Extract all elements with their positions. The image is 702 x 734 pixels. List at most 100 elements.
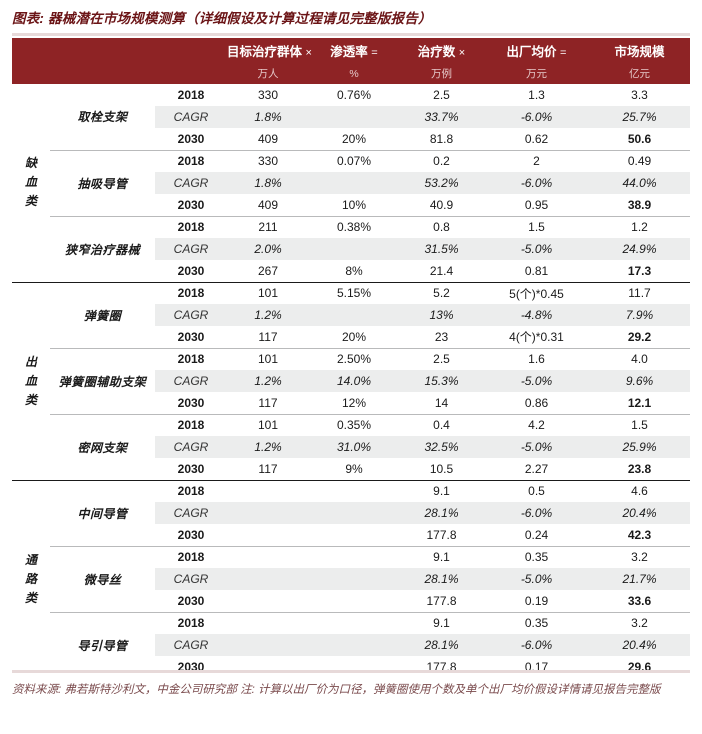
header-price-label: 出厂均价 [506, 45, 557, 59]
row-year: CAGR [155, 436, 227, 458]
table-row: 2030 117 9% 10.5 2.27 23.8 [12, 458, 690, 480]
page-title: 图表: 器械潜在市场规模测算（详细假设及计算过程请见完整版报告） [12, 11, 432, 26]
row-year: 2030 [155, 590, 227, 612]
cell-market-size: 50.6 [589, 128, 690, 150]
cell-population [227, 611, 309, 634]
cell-population: 267 [227, 260, 309, 282]
cell-price: 4.2 [484, 413, 589, 436]
cell-population [227, 545, 309, 568]
cell-penetration [309, 568, 399, 590]
row-year: 2030 [155, 194, 227, 216]
row-year: 2018 [155, 84, 227, 106]
header-category [12, 38, 50, 63]
table-row: 抽吸导管 2018 330 0.07% 0.2 2 0.49 [12, 149, 690, 216]
cell-price: 1.6 [484, 347, 589, 370]
table-row: CAGR 1.8% 53.2% -6.0% 44.0% [12, 172, 690, 194]
cell-population [227, 656, 309, 678]
table-row: CAGR 1.8% 33.7% -6.0% 25.7% [12, 106, 690, 128]
cell-population: 1.8% [227, 106, 309, 128]
row-year: 2018 [155, 281, 227, 304]
cell-treatments: 177.8 [399, 524, 484, 546]
cell-treatments: 0.8 [399, 215, 484, 238]
cell-penetration [309, 502, 399, 524]
product-name-cell: 微导丝 [50, 545, 155, 612]
table-row: 2030 267 8% 21.4 0.81 17.3 [12, 260, 690, 282]
cell-market-size: 1.2 [589, 215, 690, 238]
row-year: 2018 [155, 413, 227, 436]
cell-market-size: 33.6 [589, 590, 690, 612]
cell-market-size: 3.2 [589, 611, 690, 634]
table-row: 2030 117 20% 23 4(个)*0.31 29.2 [12, 326, 690, 348]
cell-penetration [309, 611, 399, 634]
cell-population: 1.2% [227, 304, 309, 326]
cell-treatments: 2.5 [399, 84, 484, 106]
cell-treatments: 28.1% [399, 634, 484, 656]
cell-treatments: 9.1 [399, 611, 484, 634]
table-row: CAGR 28.1% -5.0% 21.7% [12, 568, 690, 590]
row-year: CAGR [155, 238, 227, 260]
product-name-cell: 弹簧圈辅助支架 [50, 347, 155, 414]
cell-penetration: 5.15% [309, 281, 399, 304]
cell-penetration: 20% [309, 128, 399, 150]
bottom-divider [12, 670, 690, 673]
category-cell-出血类: 出血类 [12, 281, 50, 480]
header-unit-penetration: % [309, 63, 399, 84]
row-year: 2030 [155, 128, 227, 150]
cell-market-size: 38.9 [589, 194, 690, 216]
cell-penetration [309, 656, 399, 678]
table-row: 2030 177.8 0.19 33.6 [12, 590, 690, 612]
table-row: 2030 409 10% 40.9 0.95 38.9 [12, 194, 690, 216]
header-row-units: 万人 % 万例 万元 亿元 [12, 63, 690, 84]
cell-market-size: 20.4% [589, 634, 690, 656]
header-population-label: 目标治疗群体 [227, 45, 303, 59]
cell-market-size: 29.6 [589, 656, 690, 678]
cell-price: 0.95 [484, 194, 589, 216]
cell-treatments: 13% [399, 304, 484, 326]
row-year: CAGR [155, 502, 227, 524]
cell-market-size: 25.9% [589, 436, 690, 458]
cell-price: 0.35 [484, 545, 589, 568]
cell-treatments: 23 [399, 326, 484, 348]
cell-treatments: 14 [399, 392, 484, 414]
cell-market-size: 25.7% [589, 106, 690, 128]
title-divider [12, 33, 690, 36]
source-note: 资料来源: 弗若斯特沙利文，中金公司研究部 注: 计算以出厂价为口径，弹簧圈使用… [12, 684, 661, 696]
header-unit-year [155, 63, 227, 84]
row-year: 2030 [155, 458, 227, 480]
row-year: CAGR [155, 568, 227, 590]
cell-population: 117 [227, 326, 309, 348]
cell-price: 0.17 [484, 656, 589, 678]
table-row: CAGR 1.2% 14.0% 15.3% -5.0% 9.6% [12, 370, 690, 392]
cell-penetration [309, 479, 399, 502]
cell-market-size: 44.0% [589, 172, 690, 194]
product-name-cell: 中间导管 [50, 479, 155, 546]
cell-population [227, 524, 309, 546]
row-year: 2030 [155, 260, 227, 282]
cell-price: -6.0% [484, 106, 589, 128]
cell-population [227, 479, 309, 502]
cell-population: 1.8% [227, 172, 309, 194]
cell-population: 330 [227, 149, 309, 172]
table-row: CAGR 28.1% -6.0% 20.4% [12, 634, 690, 656]
cell-price: 1.3 [484, 84, 589, 106]
cell-treatments: 32.5% [399, 436, 484, 458]
table-row: CAGR 28.1% -6.0% 20.4% [12, 502, 690, 524]
cell-market-size: 9.6% [589, 370, 690, 392]
cell-treatments: 28.1% [399, 568, 484, 590]
table-row: 2030 409 20% 81.8 0.62 50.6 [12, 128, 690, 150]
row-year: CAGR [155, 106, 227, 128]
row-year: CAGR [155, 172, 227, 194]
cell-price: -5.0% [484, 238, 589, 260]
row-year: 2030 [155, 524, 227, 546]
row-year: 2018 [155, 215, 227, 238]
table-row: CAGR 1.2% 13% -4.8% 7.9% [12, 304, 690, 326]
cell-price: -5.0% [484, 568, 589, 590]
cell-penetration: 9% [309, 458, 399, 480]
product-name-cell: 狭窄治疗器械 [50, 215, 155, 282]
cell-penetration [309, 545, 399, 568]
table-row: 缺血类取栓支架 2018 330 0.76% 2.5 1.3 3.3 [12, 84, 690, 282]
cell-market-size: 20.4% [589, 502, 690, 524]
header-treatments: 治疗数 × [399, 38, 484, 63]
cell-population: 101 [227, 347, 309, 370]
cell-population: 1.2% [227, 436, 309, 458]
